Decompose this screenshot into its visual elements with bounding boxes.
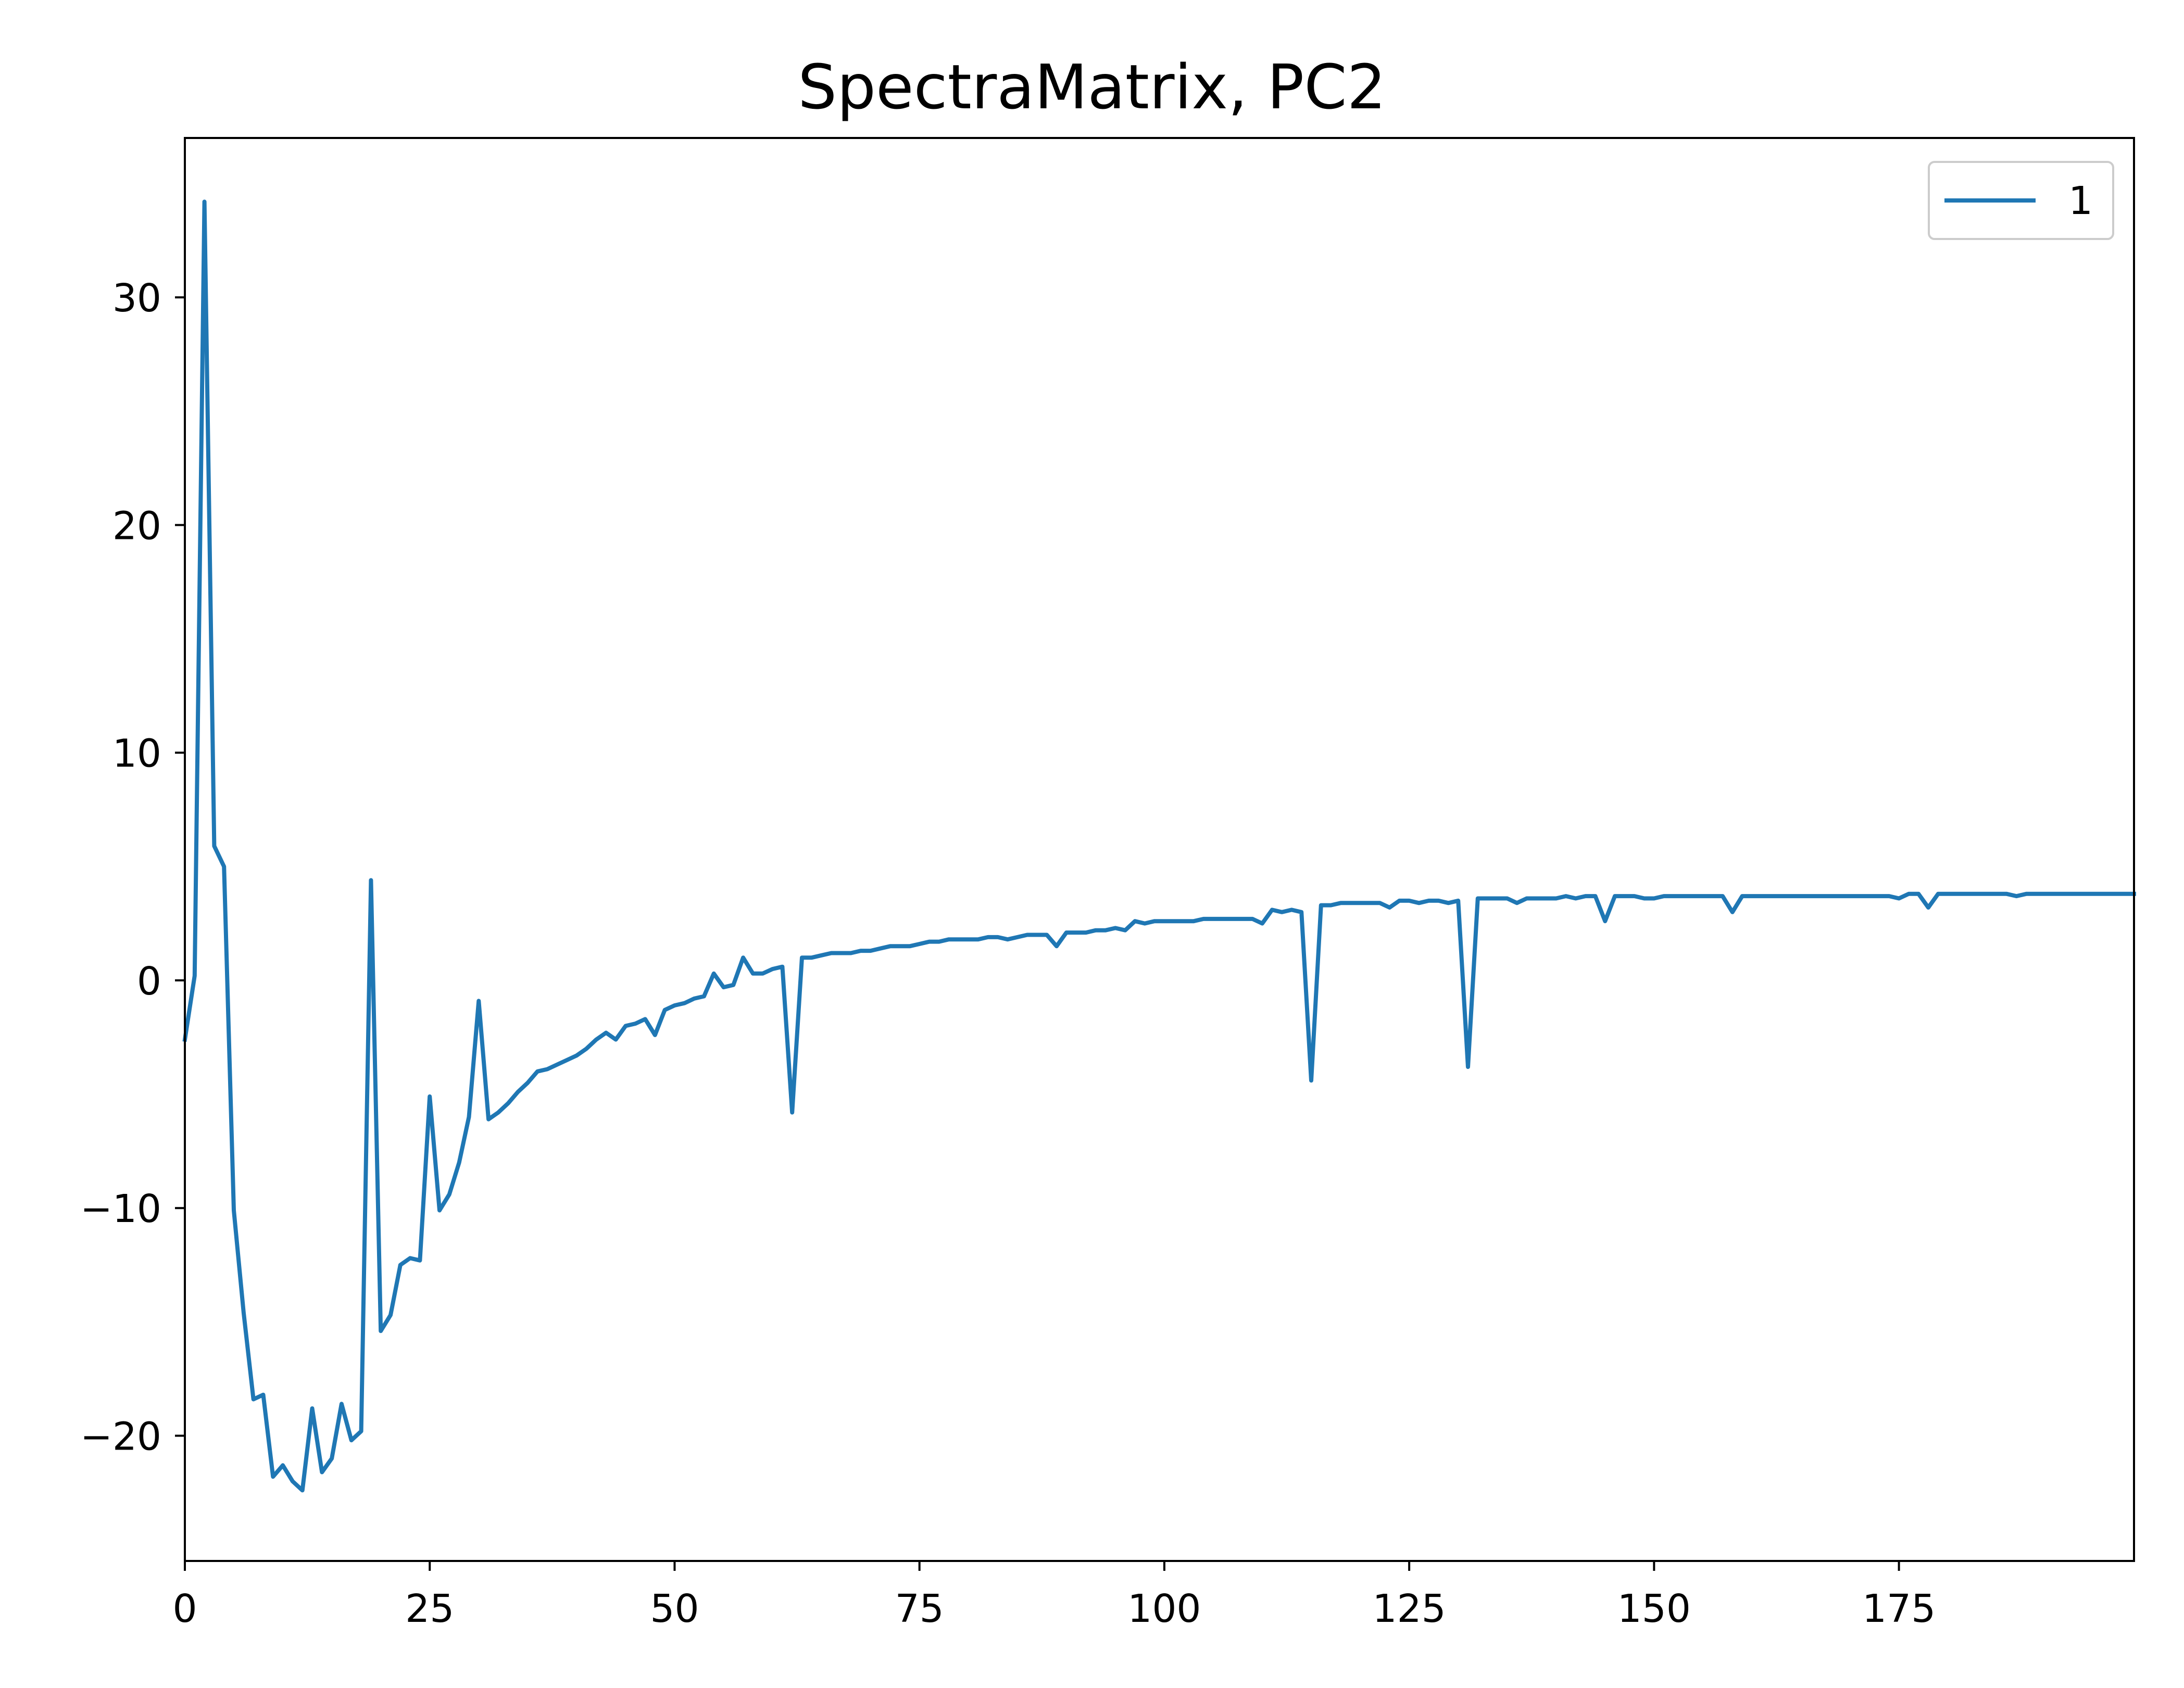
y-tick-label: 0 [137,959,161,1004]
x-tick-label: 125 [1373,1586,1446,1631]
y-tick-label: −20 [80,1414,161,1459]
y-tick-label: 30 [112,276,161,321]
legend: 1 [1928,161,2114,240]
x-tick-label: 150 [1617,1586,1691,1631]
y-tick-label: 20 [112,503,161,548]
series-line-1 [182,199,2136,1493]
axes: 0 25 50 75 100 125 150 175 −20 −10 0 10 20 30 [80,137,2135,1631]
x-tick-label: 25 [405,1586,454,1631]
plot-area [182,199,2136,1493]
x-tick-label: 50 [650,1586,699,1631]
x-tick-label: 175 [1862,1586,1936,1631]
legend-entry-label: 1 [2068,179,2093,223]
axes-frame [184,137,2135,1562]
chart-title: SpectraMatrix, PC2 [798,51,1386,123]
x-tick-label: 75 [895,1586,944,1631]
x-tick-label: 100 [1127,1586,1201,1631]
x-tick-label: 0 [172,1586,197,1631]
y-tick-label: 10 [112,732,161,776]
y-tick-label: −10 [80,1187,161,1231]
